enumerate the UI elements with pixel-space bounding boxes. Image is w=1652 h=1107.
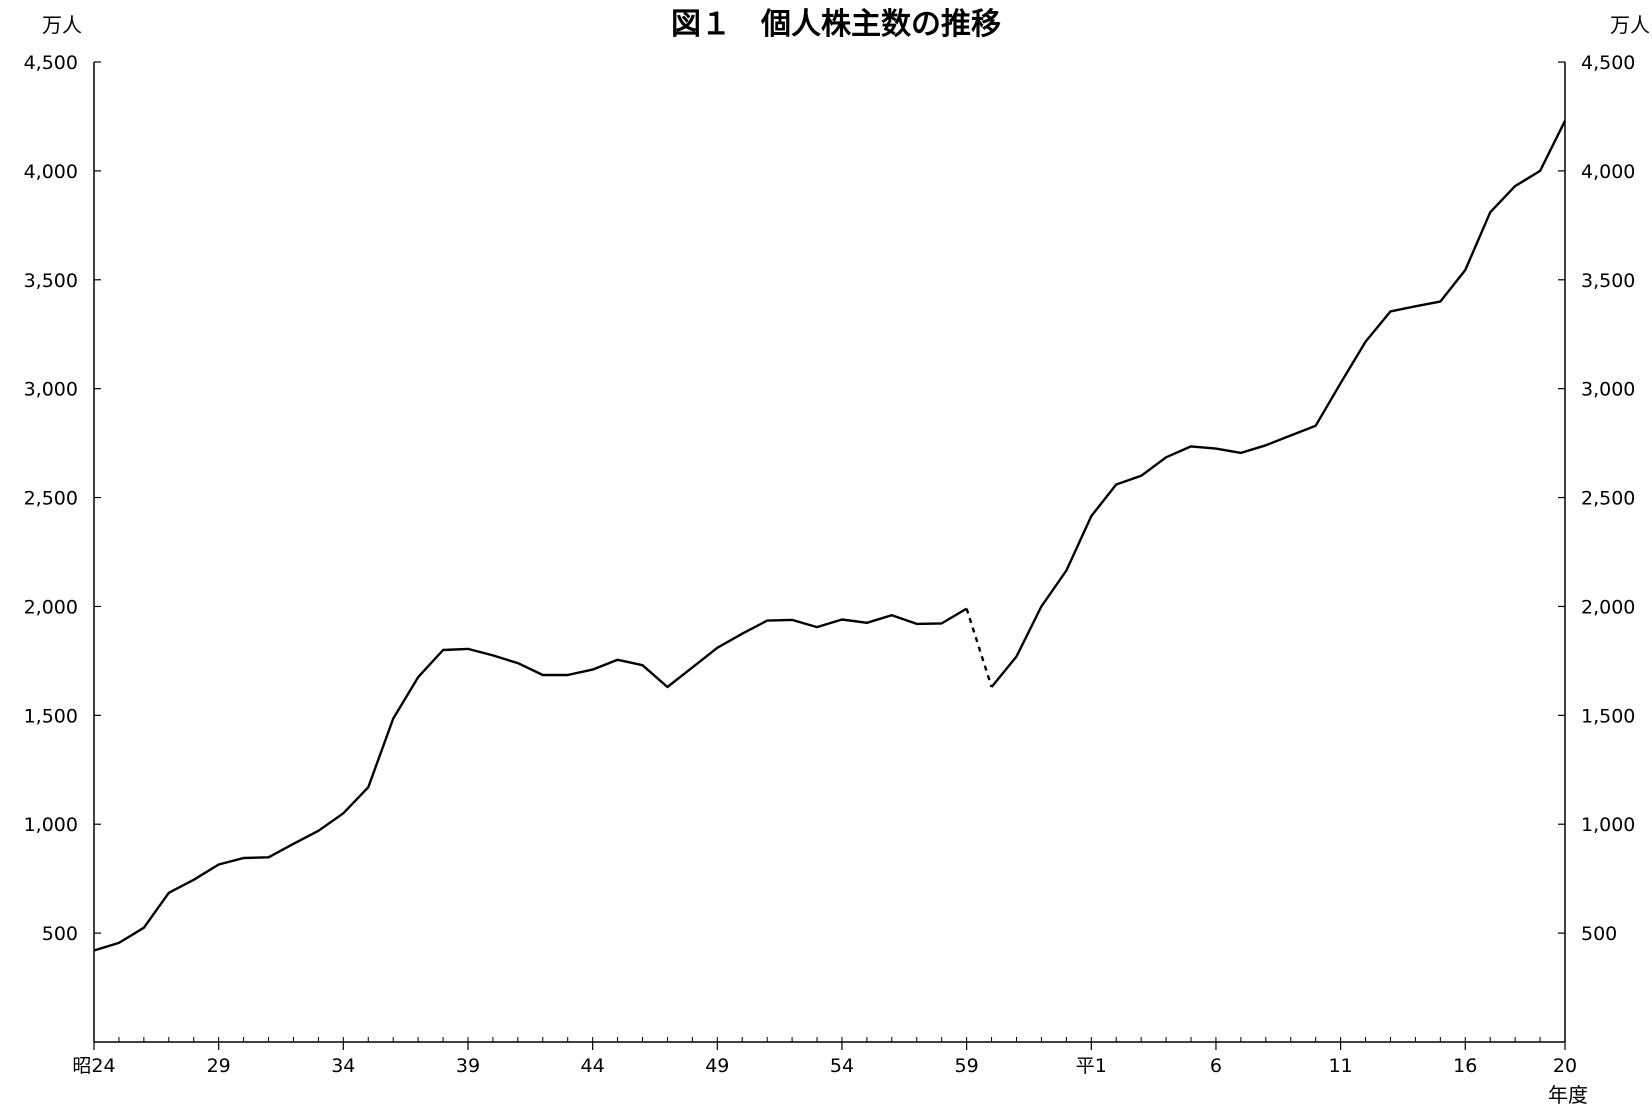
series-line-segment: [990, 120, 1567, 688]
x-axis-ticks: 昭24 29 34 39 44 49 54 59 平1 6 11 16 20: [72, 1037, 1577, 1077]
y-tick-label-left: 500: [42, 923, 78, 945]
series-line-dotted-segment: [965, 608, 993, 688]
x-tick-label: 昭24: [72, 1055, 115, 1077]
x-tick-label: 54: [830, 1055, 854, 1077]
y-tick-label-left: 2,500: [24, 488, 78, 510]
x-axis-unit-label: 年度: [1548, 1083, 1588, 1107]
x-tick-label: 6: [1210, 1055, 1222, 1077]
x-tick-label: 11: [1329, 1055, 1353, 1077]
right-axis-unit-label: 万人: [1610, 13, 1650, 37]
y-tick-label-right: 4,000: [1581, 161, 1635, 183]
y-tick-label-left: 4,000: [24, 161, 78, 183]
y-tick-label-left: 3,500: [24, 270, 78, 292]
y-tick-label-right: 500: [1581, 923, 1617, 945]
y-tick-label-right: 1,000: [1581, 814, 1635, 836]
x-tick-label: 平1: [1076, 1055, 1107, 1077]
y-tick-label-left: 4,500: [24, 52, 78, 74]
y-tick-label-right: 1,500: [1581, 705, 1635, 727]
chart-title: 図１ 個人株主数の推移: [671, 7, 1001, 42]
data-series: [93, 120, 1567, 952]
x-tick-label: 20: [1553, 1055, 1577, 1077]
y-tick-label-left: 2,000: [24, 596, 78, 618]
y-tick-label-right: 2,000: [1581, 596, 1635, 618]
x-tick-label: 34: [331, 1055, 355, 1077]
y-axis-right-ticks: 500 1,000 1,500 2,000 2,500 3,000 3,500 4,000 4,…: [1558, 52, 1635, 945]
series-line-segment: [93, 607, 968, 952]
y-tick-label-right: 2,500: [1581, 488, 1635, 510]
x-tick-label: 16: [1453, 1055, 1477, 1077]
y-tick-label-right: 3,000: [1581, 379, 1635, 401]
y-tick-label-right: 3,500: [1581, 270, 1635, 292]
y-tick-label-left: 3,000: [24, 379, 78, 401]
x-tick-label: 49: [705, 1055, 729, 1077]
x-tick-label: 59: [955, 1055, 979, 1077]
y-tick-label-right: 4,500: [1581, 52, 1635, 74]
y-tick-label-left: 1,500: [24, 705, 78, 727]
axes: [93, 62, 1566, 1043]
x-tick-label: 39: [456, 1055, 480, 1077]
left-axis-unit-label: 万人: [42, 13, 82, 37]
y-axis-left-ticks: 500 1,000 1,500 2,000 2,500 3,000 3,500 4,000 4,…: [24, 52, 101, 945]
y-tick-label-left: 1,000: [24, 814, 78, 836]
x-tick-label: 29: [207, 1055, 231, 1077]
x-tick-label: 44: [581, 1055, 605, 1077]
